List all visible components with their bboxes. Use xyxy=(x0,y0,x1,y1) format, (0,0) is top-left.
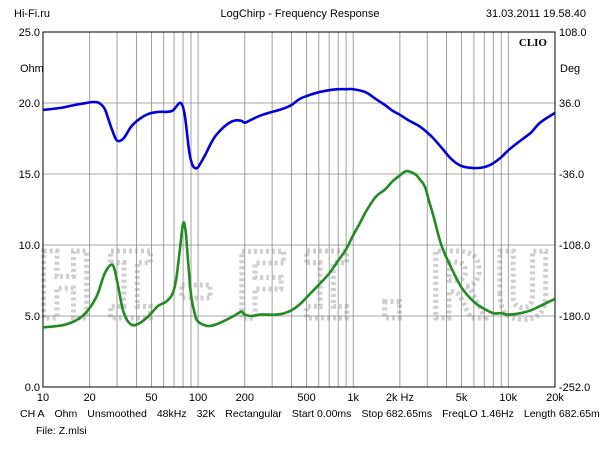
impedance-series-line xyxy=(43,169,555,329)
y-left-unit-label: Ohm xyxy=(20,63,44,75)
chart-grid xyxy=(43,32,555,387)
plot-frame xyxy=(42,31,556,388)
footer-param: Unsmoothed xyxy=(87,408,147,420)
header-site: Hi-Fi.ru xyxy=(14,8,51,20)
y-right-tick-label: 36.0 xyxy=(559,98,580,110)
y-left-tick-label: 0.0 xyxy=(25,382,40,394)
x-tick-label: 2k Hz xyxy=(386,392,414,404)
footer-param: Ohm xyxy=(54,408,78,420)
y-left-tick-label: 15.0 xyxy=(19,169,40,181)
x-tick-label: 500 xyxy=(297,392,315,404)
x-tick-label: 100 xyxy=(189,392,207,404)
watermark-text: HI-FI.RU xyxy=(37,233,560,340)
watermark-logo: HI-FI.RU xyxy=(35,231,560,343)
footer-parameters: CH A Ohm Unsmoothed 48kHz 32K Rectangular Star… xyxy=(20,408,600,420)
x-tick-label: 200 xyxy=(236,392,254,404)
brand-label: CLIO xyxy=(519,37,548,49)
x-tick-label: 5k xyxy=(456,392,468,404)
y-left-tick-label: 20.0 xyxy=(19,98,40,110)
y-right-tick-label: 108.0 xyxy=(559,27,587,39)
y-right-tick-label: -108.0 xyxy=(559,240,590,252)
x-tick-label: 10 xyxy=(37,392,49,404)
header-timestamp: 31.03.2011 19.58.40 xyxy=(485,8,586,20)
x-tick-label: 20 xyxy=(84,392,96,404)
footer-param: CH A xyxy=(20,408,45,420)
x-tick-label: 1k xyxy=(347,392,359,404)
y-right-tick-label: -180.0 xyxy=(559,311,590,323)
footer-param: Rectangular xyxy=(225,408,282,420)
chart-series-group xyxy=(43,87,555,329)
y-left-tick-label: 10.0 xyxy=(19,240,40,252)
footer-file: File: Z.mlsi xyxy=(36,425,87,437)
y-right-tick-label: -36.0 xyxy=(559,169,584,181)
y-left-tick-label: 25.0 xyxy=(19,27,40,39)
footer-param: Stop 682.65ms xyxy=(361,408,433,420)
x-tick-label: 20k xyxy=(546,392,564,404)
footer-param: Length 682.65ms xyxy=(523,408,600,420)
footer-param: 32K xyxy=(196,408,216,420)
y-right-tick-label: -252.0 xyxy=(559,382,590,394)
footer-param: 48kHz xyxy=(156,408,187,420)
x-tick-label: 50 xyxy=(145,392,157,404)
header-title: LogChirp - Frequency Response xyxy=(220,8,380,20)
x-tick-label: 10k xyxy=(499,392,517,404)
chart-plot: HI-FI.RU 10 20 50 100 200 500 1k 2k Hz 5k 10k 20k 0… xyxy=(19,27,591,404)
phase-series-line xyxy=(43,87,555,170)
y-left-tick-label: 5.0 xyxy=(25,311,40,323)
footer-param: FreqLO 1.46Hz xyxy=(442,408,514,420)
y-right-unit-label: Deg xyxy=(560,63,580,75)
footer-param: Start 0.00ms xyxy=(291,408,352,420)
tick-labels: 10 20 50 100 200 500 1k 2k Hz 5k 10k 20k 0.0 5.0 10.0… xyxy=(19,27,591,404)
